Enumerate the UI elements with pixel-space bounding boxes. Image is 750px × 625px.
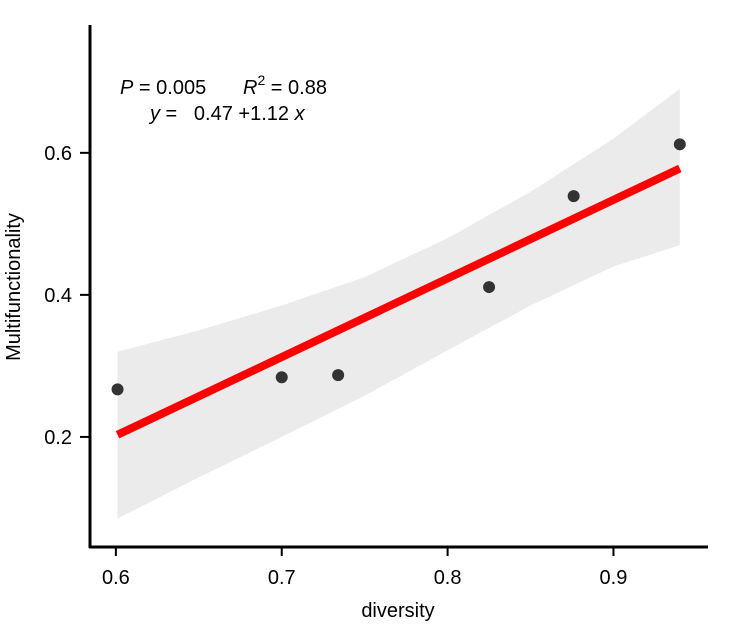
data-point xyxy=(332,369,345,382)
equation-body: = 0.47 +1.12 xyxy=(160,103,295,125)
plot-area xyxy=(111,88,686,519)
x-tick-label: 0.9 xyxy=(600,567,628,589)
data-point xyxy=(673,138,686,151)
r-squared-value: = 0.88 xyxy=(265,77,327,99)
equation-y-symbol: y xyxy=(148,103,161,125)
equation-x-symbol: x xyxy=(294,103,306,125)
x-axis-title: diversity xyxy=(361,600,434,622)
x-tick-label: 0.6 xyxy=(102,567,130,589)
data-points xyxy=(111,138,686,396)
y-tick-label: 0.6 xyxy=(44,143,72,165)
x-tick-label: 0.7 xyxy=(268,567,296,589)
data-point xyxy=(483,281,496,294)
r-symbol: R xyxy=(243,77,257,99)
x-tick-label: 0.8 xyxy=(434,567,462,589)
data-point xyxy=(111,383,124,396)
regression-annotation: P = 0.005 R2 = 0.88 y = 0.47 +1.12 x xyxy=(120,72,327,125)
p-value-text: P = 0.005 xyxy=(120,77,206,99)
r-superscript: 2 xyxy=(257,72,265,88)
p-value: = 0.005 xyxy=(133,77,206,99)
regression-line xyxy=(115,164,682,439)
r-squared-text: R2 = 0.88 xyxy=(243,72,327,99)
equation-text: y = 0.47 +1.12 x xyxy=(148,103,306,125)
y-tick-label: 0.4 xyxy=(44,285,72,307)
y-axis-title: Multifunctionality xyxy=(3,213,25,361)
y-tick-label: 0.2 xyxy=(44,427,72,449)
data-point xyxy=(275,371,288,384)
y-axis-ticks: 0.2 0.4 0.6 xyxy=(44,143,90,449)
data-point xyxy=(567,190,580,203)
p-symbol: P xyxy=(120,77,134,99)
x-axis-ticks: 0.6 0.7 0.8 0.9 xyxy=(102,547,627,589)
